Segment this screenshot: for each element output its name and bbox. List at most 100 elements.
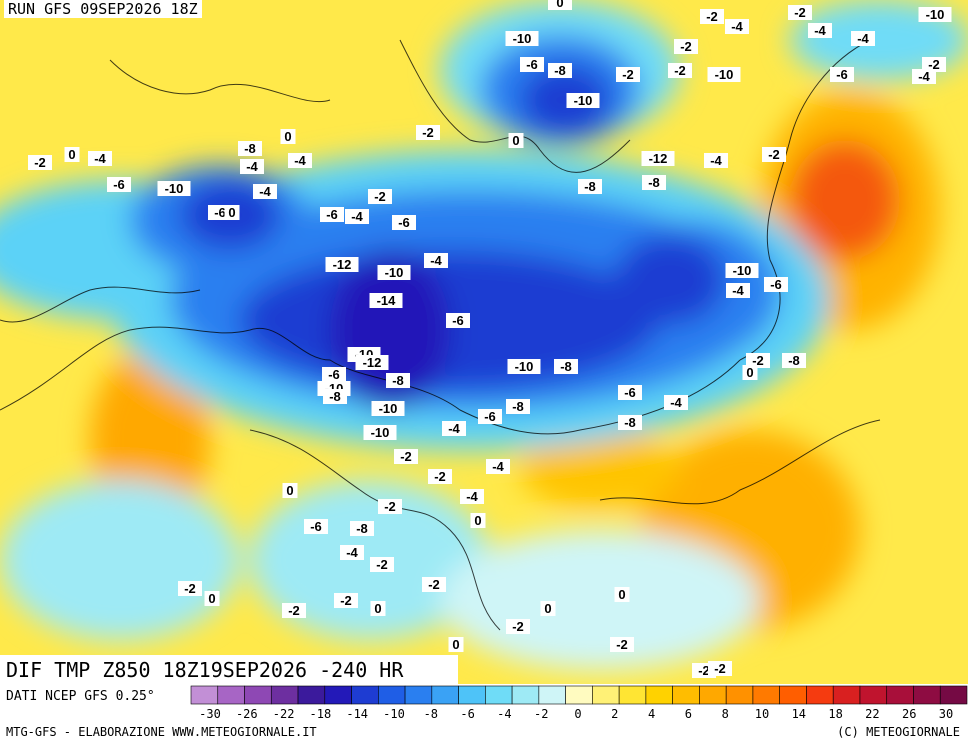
legend-swatch xyxy=(939,685,968,705)
legend-swatch xyxy=(752,685,780,705)
svg-text:-12: -12 xyxy=(649,151,668,166)
svg-text:-8: -8 xyxy=(648,175,660,190)
svg-text:-6: -6 xyxy=(526,57,538,72)
contour-label: -8 xyxy=(386,373,410,388)
svg-text:-2: -2 xyxy=(706,9,718,24)
svg-text:-2: -2 xyxy=(434,469,446,484)
svg-text:-2: -2 xyxy=(622,67,634,82)
contour-label: -4 xyxy=(912,69,936,84)
contour-label: -6 xyxy=(446,313,470,328)
legend-tick: 6 xyxy=(685,707,692,720)
contour-label: -2 xyxy=(422,577,446,592)
contour-label: -4 xyxy=(486,459,510,474)
contour-label: -10 xyxy=(377,265,411,280)
contour-label: -10 xyxy=(918,7,952,22)
svg-text:-4: -4 xyxy=(670,395,682,410)
svg-text:-6: -6 xyxy=(310,519,322,534)
contour-label: -2 xyxy=(370,557,394,572)
legend-tick: -22 xyxy=(273,707,295,720)
contour-label: -12 xyxy=(355,355,389,370)
svg-text:-2: -2 xyxy=(184,581,196,596)
contour-label: -10 xyxy=(566,93,600,108)
legend-tick: -18 xyxy=(310,707,332,720)
contour-label: -8 xyxy=(548,63,572,78)
svg-text:0: 0 xyxy=(556,0,563,10)
contour-label: -10 xyxy=(157,181,191,196)
svg-text:0: 0 xyxy=(452,637,459,652)
map-title: DIF TMP Z850 18Z19SEP2026 -240 HR xyxy=(0,655,458,685)
contour-label: -8 xyxy=(554,359,578,374)
contour-label: -2 xyxy=(28,155,52,170)
svg-text:-6: -6 xyxy=(326,207,338,222)
svg-text:-10: -10 xyxy=(574,93,593,108)
legend-swatch xyxy=(217,685,245,705)
svg-text:-6: -6 xyxy=(624,385,636,400)
contour-label: -6 xyxy=(322,367,346,382)
svg-text:-2: -2 xyxy=(698,663,710,678)
contour-label: -4 xyxy=(851,31,875,46)
contour-label: -8 xyxy=(578,179,602,194)
svg-text:-10: -10 xyxy=(165,181,184,196)
svg-text:0: 0 xyxy=(618,587,625,602)
svg-text:-4: -4 xyxy=(918,69,930,84)
svg-text:-10: -10 xyxy=(371,425,390,440)
svg-text:-12: -12 xyxy=(333,257,352,272)
contour-label: -4 xyxy=(340,545,364,560)
svg-text:-4: -4 xyxy=(466,489,478,504)
svg-text:-8: -8 xyxy=(356,521,368,536)
contour-label: -4 xyxy=(704,153,728,168)
legend-swatch xyxy=(618,685,647,705)
contour-label: -4 xyxy=(88,151,112,166)
legend-tick: 8 xyxy=(722,707,729,720)
contour-label: -6 xyxy=(618,385,642,400)
svg-text:-6: -6 xyxy=(113,177,125,192)
svg-text:-4: -4 xyxy=(430,253,442,268)
legend-tick: 22 xyxy=(865,707,879,720)
svg-text:-4: -4 xyxy=(732,283,744,298)
svg-text:-10: -10 xyxy=(715,67,734,82)
credit-text: MTG-GFS - ELABORAZIONE WWW.METEOGIORNALE… xyxy=(6,725,317,739)
svg-text:-6: -6 xyxy=(770,277,782,292)
svg-text:-2: -2 xyxy=(768,147,780,162)
legend-swatch xyxy=(699,685,727,705)
contour-label: -6 xyxy=(107,177,131,192)
legend-tick: -6 xyxy=(460,707,474,720)
svg-text:-4: -4 xyxy=(351,209,363,224)
contour-label: -4 xyxy=(424,253,448,268)
legend-swatch xyxy=(538,685,566,705)
svg-text:0: 0 xyxy=(512,133,519,148)
contour-label: -2 xyxy=(368,189,392,204)
svg-text:-2: -2 xyxy=(616,637,628,652)
svg-text:-2: -2 xyxy=(376,557,388,572)
svg-text:-10: -10 xyxy=(385,265,404,280)
legend-swatch xyxy=(458,685,486,705)
contour-label: -2 xyxy=(378,499,402,514)
contour-label: -2 xyxy=(700,9,724,24)
legend-swatch xyxy=(565,685,593,705)
legend-swatch xyxy=(592,685,620,705)
legend-swatch xyxy=(485,685,513,705)
legend-tick: 30 xyxy=(939,707,953,720)
legend-tick: 2 xyxy=(611,707,618,720)
svg-text:0: 0 xyxy=(68,147,75,162)
legend-swatch xyxy=(886,685,914,705)
contour-label: -10 xyxy=(363,425,397,440)
contour-label: -8 xyxy=(506,399,530,414)
contour-labels: -2-4-4-2-10-10-4-2-4-6-8-2-10-2-10-6-4-2… xyxy=(28,0,952,678)
svg-text:-4: -4 xyxy=(492,459,504,474)
svg-text:-4: -4 xyxy=(857,31,869,46)
contour-label: -2 xyxy=(668,63,692,78)
contour-label: -2 xyxy=(334,593,358,608)
svg-text:-12: -12 xyxy=(363,355,382,370)
svg-text:0: 0 xyxy=(746,365,753,380)
contour-label: -4 xyxy=(664,395,688,410)
contour-label: 0 xyxy=(540,601,556,616)
legend-tick: 18 xyxy=(828,707,842,720)
contour-label: -12 xyxy=(641,151,675,166)
svg-text:-2: -2 xyxy=(288,603,300,618)
data-source: DATI NCEP GFS 0.25° xyxy=(6,689,155,704)
svg-text:-2: -2 xyxy=(400,449,412,464)
legend-swatch xyxy=(806,685,834,705)
svg-text:0: 0 xyxy=(208,591,215,606)
svg-text:-6: -6 xyxy=(214,205,226,220)
